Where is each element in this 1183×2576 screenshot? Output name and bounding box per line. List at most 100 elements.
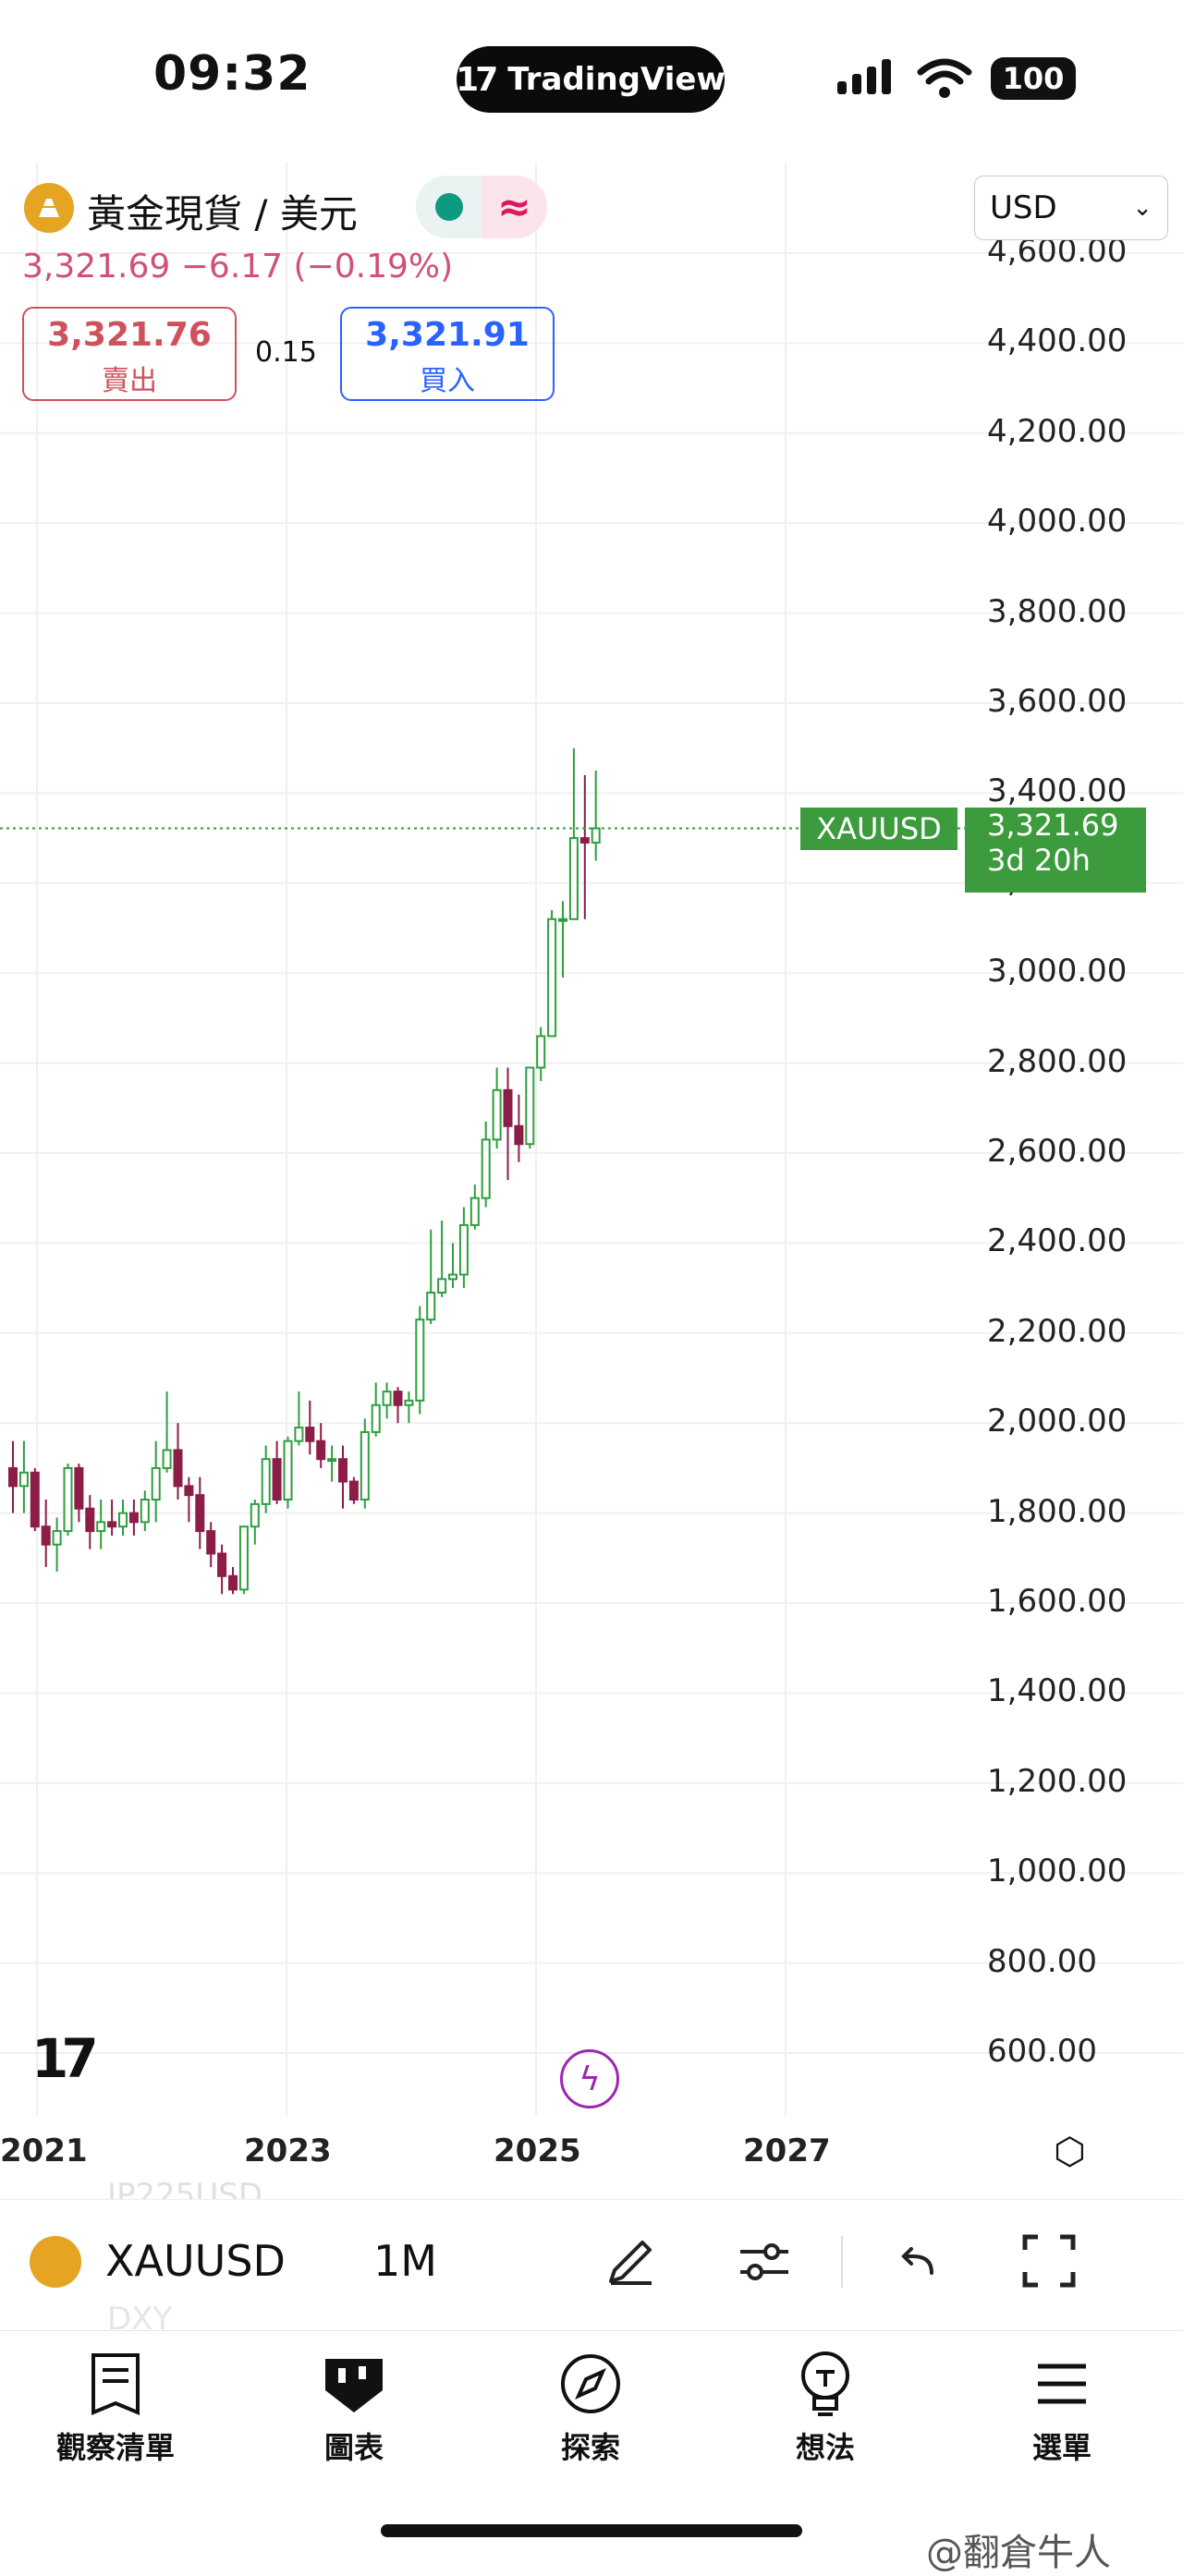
candle (41, 1499, 51, 1568)
candle (217, 1544, 227, 1595)
lightbulb-icon (747, 2347, 904, 2421)
menu-icon (983, 2347, 1140, 2421)
candle (96, 1499, 106, 1549)
candle (151, 1440, 161, 1523)
lightning-icon[interactable]: ϟ (560, 2049, 619, 2108)
y-tick-label: 800.00 (987, 1942, 1097, 1980)
y-tick-label: 1,400.00 (987, 1672, 1128, 1710)
toolbar-interval[interactable]: 1M (373, 2236, 437, 2286)
candle (8, 1440, 18, 1513)
candle (458, 1207, 469, 1289)
candle (393, 1387, 403, 1424)
chevron-down-icon: ⌄ (1132, 194, 1153, 222)
buy-button[interactable]: 3,321.91 買入 (340, 307, 555, 401)
candle (195, 1476, 205, 1549)
y-tick-label: 1,600.00 (987, 1583, 1128, 1620)
candle (536, 1027, 546, 1082)
nav-label: 選單 (1031, 2430, 1092, 2465)
y-tick-label: 2,800.00 (987, 1042, 1128, 1080)
watchlist-icon (37, 2347, 194, 2421)
candle (415, 1306, 425, 1415)
candle (173, 1423, 183, 1500)
candle (525, 1066, 535, 1149)
candle (492, 1067, 502, 1149)
tradingview-logo-icon: 17 (456, 60, 498, 99)
chart-settings-icon[interactable]: ⬡ (1054, 2131, 1086, 2173)
candle (579, 774, 590, 919)
x-tick-label: 2023 (244, 2132, 332, 2169)
y-tick-label: 2,200.00 (987, 1312, 1128, 1350)
y-tick-label: 3,600.00 (987, 683, 1128, 720)
candle (448, 1243, 457, 1289)
spread-value: 0.15 (255, 336, 317, 369)
indicators-icon[interactable] (732, 2229, 797, 2293)
nav-watchlist[interactable]: 觀察清單 (37, 2347, 194, 2467)
buy-price: 3,321.91 (365, 316, 530, 354)
last-price-tag: 3,321.69 3d 20h (965, 808, 1146, 893)
tradingview-label: TradingView (507, 61, 726, 98)
gold-symbol-icon (24, 183, 74, 233)
market-open-indicator (416, 176, 482, 238)
sell-button[interactable]: 3,321.76 賣出 (22, 307, 237, 401)
candle (305, 1400, 315, 1455)
candle (30, 1467, 40, 1532)
currency-select[interactable]: USD ⌄ (974, 176, 1168, 240)
battery-icon: 100 (991, 57, 1076, 100)
last-price-symbol-tag: XAUUSD (800, 808, 957, 850)
y-tick-label: 2,400.00 (987, 1222, 1128, 1260)
y-tick-label: 1,800.00 (987, 1492, 1128, 1530)
toolbar-divider (841, 2236, 843, 2288)
candle (283, 1436, 293, 1509)
tradingview-pill: 17 TradingView (456, 46, 726, 113)
sell-label: 賣出 (102, 365, 157, 397)
nav-menu[interactable]: 選單 (983, 2347, 1140, 2467)
nav-chart[interactable]: 圖表 (275, 2347, 433, 2467)
candle (558, 901, 567, 978)
currency-value: USD (990, 189, 1057, 226)
candle (426, 1229, 436, 1325)
candle (18, 1440, 29, 1513)
candle (371, 1382, 381, 1437)
fullscreen-icon[interactable] (1017, 2229, 1081, 2293)
candle (437, 1221, 447, 1297)
candle (470, 1185, 480, 1230)
nav-label: 圖表 (323, 2430, 384, 2465)
compass-icon (512, 2347, 669, 2421)
candle (228, 1567, 238, 1595)
candle (85, 1495, 95, 1549)
toolbar-symbol[interactable]: XAUUSD (105, 2236, 286, 2286)
candle (547, 910, 557, 1038)
wifi-icon (917, 58, 972, 98)
undo-icon[interactable] (885, 2229, 950, 2293)
nav-label: 想法 (795, 2430, 855, 2465)
candle (261, 1445, 271, 1513)
bar-countdown: 3d 20h (987, 843, 1091, 878)
approx-data-icon: ≈ (482, 176, 547, 238)
nav-explore[interactable]: 探索 (512, 2347, 669, 2467)
nav-ideas[interactable]: 想法 (747, 2347, 904, 2467)
buy-label: 買入 (420, 365, 475, 397)
sell-price: 3,321.76 (47, 316, 212, 354)
pen-icon[interactable] (599, 2229, 664, 2293)
candle (338, 1445, 348, 1509)
candle (107, 1499, 117, 1536)
y-tick-label: 1,200.00 (987, 1762, 1128, 1800)
candle (74, 1464, 84, 1523)
nav-label: 觀察清單 (55, 2430, 175, 2465)
market-status-toggle[interactable]: ≈ (416, 176, 547, 238)
tradingview-watermark-icon: 17 (31, 2027, 99, 2090)
candle (272, 1440, 282, 1504)
candle (184, 1476, 194, 1523)
y-tick-label: 600.00 (987, 2033, 1097, 2070)
candle (118, 1499, 128, 1536)
last-price-value: 3,321.69 (987, 808, 1119, 843)
home-indicator[interactable] (381, 2524, 802, 2537)
gold-symbol-icon-small[interactable] (30, 2236, 81, 2288)
candle (250, 1499, 260, 1545)
y-tick-label: 4,000.00 (987, 503, 1128, 541)
symbol-title[interactable]: 黃金現貨 / 美元 (87, 191, 358, 237)
status-time: 09:32 (153, 46, 311, 102)
battery-level: 100 (1002, 61, 1065, 96)
candle (238, 1525, 249, 1595)
candle (52, 1517, 62, 1572)
